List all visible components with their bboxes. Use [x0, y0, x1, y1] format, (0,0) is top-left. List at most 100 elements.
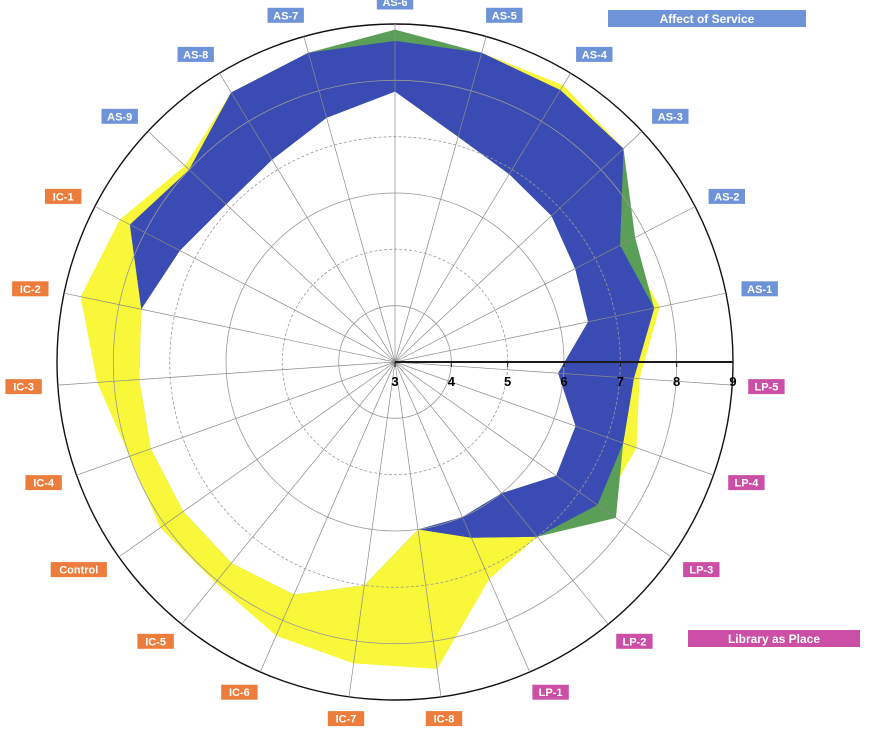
category-label-bg [25, 475, 62, 491]
category-label-text: Control [59, 565, 98, 577]
value-tick-label: 8 [673, 374, 680, 389]
category-label-text: LP-2 [622, 636, 646, 648]
category-label-as-8: AS-8 [177, 46, 214, 62]
category-label-as-4: AS-4 [576, 46, 613, 62]
category-label-text: AS-3 [658, 111, 683, 123]
category-label-bg [221, 684, 258, 700]
legend-library-as-place: Library as Place [688, 630, 860, 647]
spoke [76, 361, 396, 476]
category-label-lp-2: LP-2 [616, 633, 653, 649]
spoke [394, 292, 726, 363]
category-label-as-9: AS-9 [101, 108, 138, 124]
category-label-as-5: AS-5 [486, 7, 523, 23]
spoke [219, 73, 396, 363]
spoke [147, 131, 396, 363]
category-label-bg [486, 7, 523, 23]
spoke [394, 36, 487, 363]
category-label-bg [137, 633, 174, 649]
value-tick-label: 7 [617, 374, 624, 389]
category-label-text: AS-4 [582, 49, 608, 61]
spoke [394, 73, 571, 363]
category-label-text: IC-3 [13, 382, 34, 394]
spoke [394, 361, 672, 558]
category-label-bg [177, 46, 214, 62]
label-layer: AS-6 AS-5 AS-4 AS-3 AS-2 AS-1 LP-5 LP-4 LP-3 LP-2… [5, 0, 785, 727]
category-label-text: AS-6 [382, 0, 407, 9]
category-label-text: LP-1 [539, 687, 563, 699]
category-label-control: Control [50, 562, 107, 578]
category-label-bg [267, 7, 304, 23]
category-label-bg [708, 188, 745, 204]
category-label-lp-5: LP-5 [748, 379, 785, 395]
category-label-bg [728, 475, 765, 491]
legend-affect-of-service: Affect of Service [608, 10, 806, 27]
spoke [259, 361, 396, 673]
category-label-text: LP-3 [689, 565, 713, 577]
category-label-lp-3: LP-3 [683, 562, 720, 578]
series-min-inner [139, 91, 589, 595]
category-label-bg [616, 633, 653, 649]
category-label-text: AS-7 [273, 10, 298, 22]
value-tick-label: 9 [729, 374, 736, 389]
category-label-bg [12, 281, 49, 297]
category-label-bg [376, 0, 414, 10]
category-label-lp-1: LP-1 [532, 684, 569, 700]
spoke [181, 361, 396, 625]
category-label-text: AS-9 [107, 111, 132, 123]
spoke [394, 361, 531, 673]
legend-affect-of-service-label: Affect of Service [660, 12, 755, 26]
category-label-text: LP-5 [754, 382, 778, 394]
category-label-text: LP-4 [734, 478, 759, 490]
category-label-as-2: AS-2 [708, 188, 745, 204]
category-label-ic-3: IC-3 [5, 379, 42, 395]
legend-affect-of-service-swatch [608, 10, 806, 27]
category-label-text: AS-1 [747, 284, 772, 296]
category-label-text: AS-2 [714, 191, 739, 203]
category-label-text: IC-2 [20, 284, 41, 296]
axis-layer: 3 4 5 6 7 8 9 [391, 361, 737, 389]
legend-library-as-place-label: Library as Place [728, 632, 820, 646]
category-label-ic-7: IC-7 [327, 711, 365, 727]
spoke [118, 361, 396, 558]
spoke [303, 36, 396, 363]
value-tick-label: 4 [448, 374, 456, 389]
category-label-bg [741, 281, 778, 297]
category-label-ic-8: IC-8 [425, 711, 463, 727]
category-label-as-7: AS-7 [267, 7, 304, 23]
spoke [57, 361, 396, 386]
grid-layer [56, 23, 734, 701]
category-label-bg [652, 108, 689, 124]
category-label-as-3: AS-3 [652, 108, 689, 124]
category-label-bg [748, 379, 785, 395]
category-label-as-6: AS-6 [376, 0, 414, 10]
category-label-text: IC-5 [145, 636, 166, 648]
category-label-bg [5, 379, 42, 395]
legend-library-as-place-swatch [688, 630, 860, 647]
category-label-ic-2: IC-2 [12, 281, 49, 297]
spoke [348, 361, 396, 697]
value-tick-label: 3 [391, 374, 398, 389]
category-label-as-1: AS-1 [741, 281, 778, 297]
spoke [94, 206, 396, 363]
category-label-text: IC-6 [229, 687, 250, 699]
value-tick-label: 6 [560, 374, 567, 389]
spoke [394, 361, 442, 697]
category-label-ic-1: IC-1 [45, 188, 82, 204]
category-label-bg [576, 46, 613, 62]
category-label-lp-4: LP-4 [728, 475, 765, 491]
category-label-bg [532, 684, 569, 700]
category-label-bg [45, 188, 82, 204]
category-label-text: AS-5 [492, 10, 517, 22]
category-label-bg [327, 711, 365, 727]
spoke [394, 361, 609, 625]
spoke [64, 292, 396, 363]
spoke [394, 131, 643, 363]
category-label-text: IC-1 [53, 191, 74, 203]
spoke [394, 206, 696, 363]
category-label-text: IC-8 [434, 714, 455, 726]
category-label-text: AS-8 [183, 49, 208, 61]
category-label-ic-6: IC-6 [221, 684, 258, 700]
category-label-text: IC-7 [336, 714, 357, 726]
category-label-bg [425, 711, 463, 727]
